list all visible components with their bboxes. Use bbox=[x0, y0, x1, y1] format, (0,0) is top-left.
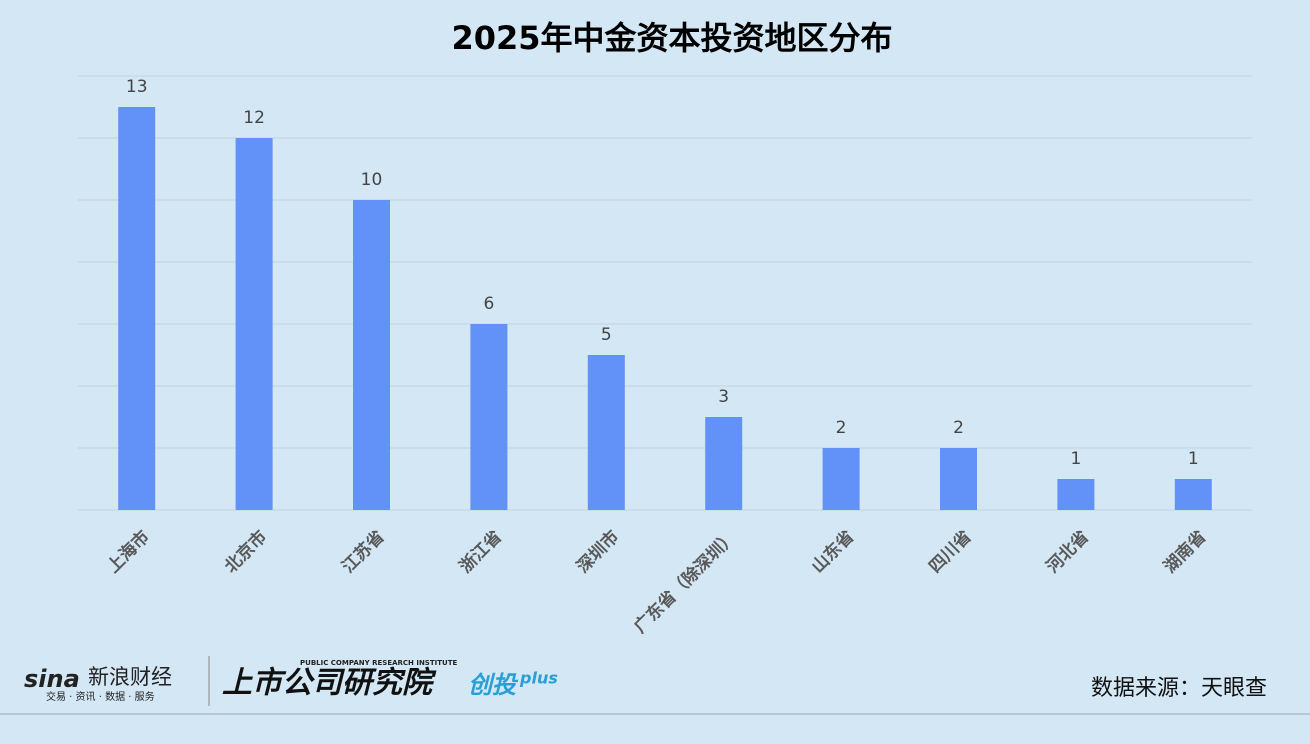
data-label: 1 bbox=[1188, 449, 1199, 469]
data-label: 1 bbox=[1070, 449, 1081, 469]
data-label: 5 bbox=[601, 325, 612, 345]
data-label: 3 bbox=[718, 387, 729, 407]
x-tick-label: 湖南省 bbox=[1159, 526, 1210, 577]
data-label: 2 bbox=[953, 418, 964, 438]
bar bbox=[587, 355, 625, 510]
x-tick-label: 深圳市 bbox=[572, 526, 623, 577]
data-label: 6 bbox=[483, 294, 494, 314]
bar bbox=[705, 417, 743, 510]
data-label: 2 bbox=[836, 418, 847, 438]
brand: 新浪财经 bbox=[88, 665, 172, 689]
data-label: 10 bbox=[361, 170, 383, 190]
chart-title: 2025年中金资本投资地区分布 bbox=[451, 19, 892, 57]
x-tick-label: 河北省 bbox=[1042, 526, 1093, 577]
data-label: 13 bbox=[126, 77, 148, 97]
bar bbox=[353, 200, 390, 510]
bar bbox=[1174, 479, 1212, 510]
bar bbox=[470, 324, 508, 510]
bar bbox=[822, 448, 860, 510]
institute-en: PUBLIC COMPANY RESEARCH INSTITUTE bbox=[300, 659, 457, 667]
x-tick-label: 广东省（除深圳） bbox=[630, 526, 741, 637]
brand-logo: sina bbox=[24, 665, 80, 693]
data-label: 12 bbox=[243, 108, 265, 128]
product-suffix: plus bbox=[519, 669, 558, 688]
product: 创投 bbox=[468, 671, 519, 699]
x-tick-label: 上海市 bbox=[103, 526, 154, 577]
source: 数据来源：天眼查 bbox=[1091, 676, 1267, 701]
bar bbox=[118, 107, 156, 510]
bar bbox=[1057, 479, 1095, 510]
bar bbox=[235, 138, 273, 510]
x-tick-label: 浙江省 bbox=[455, 526, 506, 577]
x-tick-label: 江苏省 bbox=[338, 526, 389, 577]
x-tick-label: 北京市 bbox=[220, 526, 271, 577]
footer: sina 新浪财经 交易 · 资讯 · 数据 · 服务 PUBLIC COMPA… bbox=[0, 656, 1310, 715]
brand-tagline: 交易 · 资讯 · 数据 · 服务 bbox=[46, 690, 155, 703]
bar bbox=[940, 448, 977, 510]
x-tick-label: 四川省 bbox=[925, 526, 976, 577]
institute: 上市公司研究院 bbox=[222, 666, 437, 701]
x-tick-label: 山东省 bbox=[807, 526, 858, 577]
